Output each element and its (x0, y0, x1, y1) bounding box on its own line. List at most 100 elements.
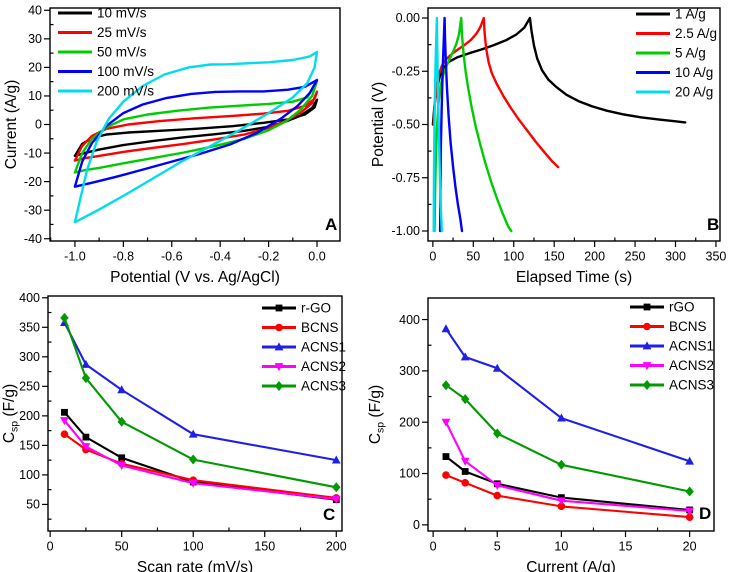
triangle-down-marker (60, 417, 69, 426)
diamond-marker (189, 454, 198, 465)
y-tick-label: -10 (24, 146, 42, 160)
legend-marker-acns1 (274, 342, 284, 351)
y-tick-label: 250 (19, 380, 40, 394)
x-tick-label: 5 (494, 540, 501, 554)
legend-marker-bcns (275, 323, 283, 332)
plot-frame (49, 7, 341, 242)
legend-label-2-5-a-g: 2.5 A/g (675, 26, 717, 41)
y-tick-label: 150 (19, 439, 40, 453)
panel-letter-a: A (325, 215, 337, 234)
y-tick-label: 50 (26, 498, 40, 512)
legend-label-1-a-g: 1 A/g (675, 7, 706, 22)
x-tick-label: 50 (466, 250, 480, 264)
legend-label-5-a-g: 5 A/g (675, 46, 706, 61)
triangle-down-marker (441, 418, 451, 427)
diamond-marker (493, 428, 502, 439)
legend: 10 mV/s 25 mV/s 50 mV/s 100 mV/s 200 mV/s (58, 6, 154, 99)
circle-marker (557, 502, 566, 511)
y-tick-label: 10 (28, 89, 42, 103)
legend-marker-acns2 (274, 363, 284, 372)
triangle-up-marker (685, 456, 695, 465)
y-tick-label: 200 (399, 415, 420, 429)
triangle-up-marker (188, 429, 198, 438)
triangle-down-marker (460, 457, 470, 466)
legend-marker-r-go (275, 304, 283, 312)
triangle-up-marker (331, 455, 341, 464)
x-tick-label: -0.2 (258, 250, 280, 264)
legend-label-100-mv-s: 100 mV/s (97, 64, 154, 79)
y-tick-label: -0.25 (392, 64, 421, 78)
y-tick-label: 350 (19, 320, 40, 334)
diamond-marker (460, 394, 470, 405)
series-line-20-a-g (432, 16, 443, 233)
y-tick-label: 400 (19, 291, 40, 305)
series-line-200-mv-s (73, 50, 319, 224)
y-tick-label: 300 (399, 364, 420, 378)
x-tick-label: 200 (326, 540, 347, 554)
panel-d-csp-vs-current-chart: 0 5 10 15 20 0 100 200 300 400 Current (A/g) Csp (F… (366, 286, 732, 572)
legend-label-acns1: ACNS1 (669, 339, 714, 354)
diamond-marker (81, 373, 91, 384)
square-marker (61, 408, 68, 416)
triangle-down-marker (492, 481, 502, 490)
triangle-down-marker (331, 495, 341, 504)
legend-label-bcns: BCNS (301, 320, 339, 335)
square-marker (442, 453, 450, 460)
square-marker (82, 433, 90, 441)
y-axis-title: Potential (V) (370, 82, 387, 167)
legend-label-50-mv-s: 50 mV/s (97, 45, 147, 60)
triangle-up-marker (492, 363, 502, 372)
x-tick-label: -0.6 (161, 250, 183, 264)
circle-marker (461, 478, 469, 487)
triangle-up-marker (441, 324, 451, 333)
x-tick-label: 15 (619, 540, 633, 554)
diamond-marker (60, 312, 69, 323)
x-tick-label: 200 (584, 250, 605, 264)
y-tick-label: 100 (399, 467, 420, 481)
y-tick-label: -20 (24, 175, 42, 189)
circle-marker (493, 491, 502, 500)
x-tick-label: -1.0 (64, 250, 86, 264)
legend-marker-rgo (643, 303, 651, 311)
x-tick-label: 0 (429, 250, 436, 264)
legend-label-bcns: BCNS (669, 319, 707, 334)
legend-marker-acns3 (642, 380, 652, 390)
legend: 1 A/g 2.5 A/g 5 A/g 10 A/g 20 A/g (636, 7, 717, 100)
x-tick-label: 350 (706, 250, 727, 264)
series-markers-bcns (442, 471, 694, 521)
square-marker (118, 454, 126, 462)
legend-label-acns3: ACNS3 (301, 379, 346, 394)
x-tick-label: 100 (503, 250, 524, 264)
y-tick-label: -0.50 (392, 118, 421, 132)
y-axis-title: Csp (F/g) (367, 385, 387, 444)
diamond-marker (117, 416, 126, 427)
x-tick-label: -0.4 (209, 250, 231, 264)
series-markers-acns2 (441, 418, 695, 516)
y-tick-label: 30 (28, 32, 42, 46)
series-line-10-mv-s (73, 98, 319, 158)
panel-letter-d: D (699, 504, 711, 523)
y-tick-label: 300 (19, 350, 40, 364)
series-markers-acns3 (60, 312, 341, 493)
y-tick-label: -30 (24, 203, 42, 217)
circle-marker (60, 430, 69, 438)
panel-letter-c: C (323, 505, 335, 524)
x-tick-label: 50 (115, 540, 129, 554)
series-markers-acns2 (60, 417, 341, 504)
x-axis-title: Potential (V vs. Ag/AgCl) (110, 269, 280, 286)
x-tick-label: 100 (183, 540, 204, 554)
series-line-10-a-g (438, 16, 464, 233)
legend-marker-bcns (643, 322, 651, 331)
series-markers-acns1 (441, 324, 695, 465)
legend-label-acns2: ACNS2 (301, 359, 346, 374)
y-tick-label: 0 (35, 118, 42, 132)
panel-background (366, 0, 732, 286)
y-tick-label: -40 (24, 232, 42, 246)
series-line-25-mv-s (73, 90, 319, 162)
legend-label-200-mv-s: 200 mV/s (97, 84, 154, 99)
x-axis-title: Elapsed Time (s) (516, 269, 632, 286)
x-tick-label: 20 (683, 540, 697, 554)
triangle-down-marker (81, 443, 91, 452)
triangle-up-marker (117, 385, 127, 394)
